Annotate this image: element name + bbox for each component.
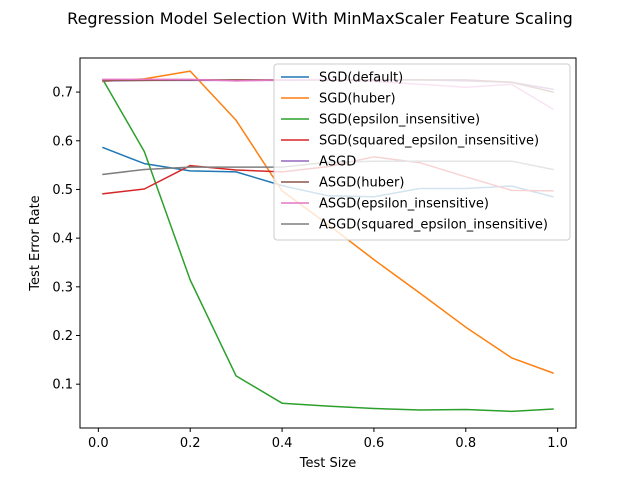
axes-layer [79,57,577,429]
y-tick-label: 0.4 [52,232,73,247]
legend-label-2: SGD(epsilon_insensitive) [319,113,480,128]
x-tick-label: 0.8 [455,436,476,451]
legend-label-4: ASGD [319,155,356,170]
x-tick-label: 0.4 [272,436,293,451]
legend-label-7: ASGD(squared_epsilon_insensitive) [319,218,548,233]
y-tick-label: 0.3 [52,280,73,295]
x-tick-label: 0.6 [364,436,385,451]
legend: SGD(default) SGD(huber) SGD(epsilon_insens… [273,63,571,241]
y-tick-label: 0.7 [52,86,73,101]
x-ticks: 0.0 0.2 0.4 0.6 0.8 1.0 [88,428,568,451]
chart-title: Regression Model Selection With MinMaxSc… [67,9,573,28]
legend-label-3: SGD(squared_epsilon_insensitive) [319,134,539,149]
y-ticks: 0.1 0.2 0.3 0.4 0.5 0.6 0.7 [52,86,80,393]
plot-frame [79,57,577,429]
legend-label-1: SGD(huber) [319,92,396,107]
x-axis-label: Test Size [299,456,356,471]
y-tick-label: 0.5 [52,183,73,198]
y-tick-label: 0.2 [52,329,73,344]
x-tick-label: 1.0 [547,436,568,451]
x-tick-label: 0.2 [180,436,201,451]
legend-label-6: ASGD(epsilon_insensitive) [319,197,489,212]
series-line-2 [101,78,554,413]
y-axis-label: Test Error Rate [28,195,43,291]
y-tick-label: 0.6 [52,134,73,149]
y-tick-label: 0.1 [52,378,73,393]
legend-label-0: SGD(default) [319,71,403,86]
legend-label-5: ASGD(huber) [319,176,404,191]
legend-box [273,63,571,241]
x-tick-label: 0.0 [88,436,109,451]
